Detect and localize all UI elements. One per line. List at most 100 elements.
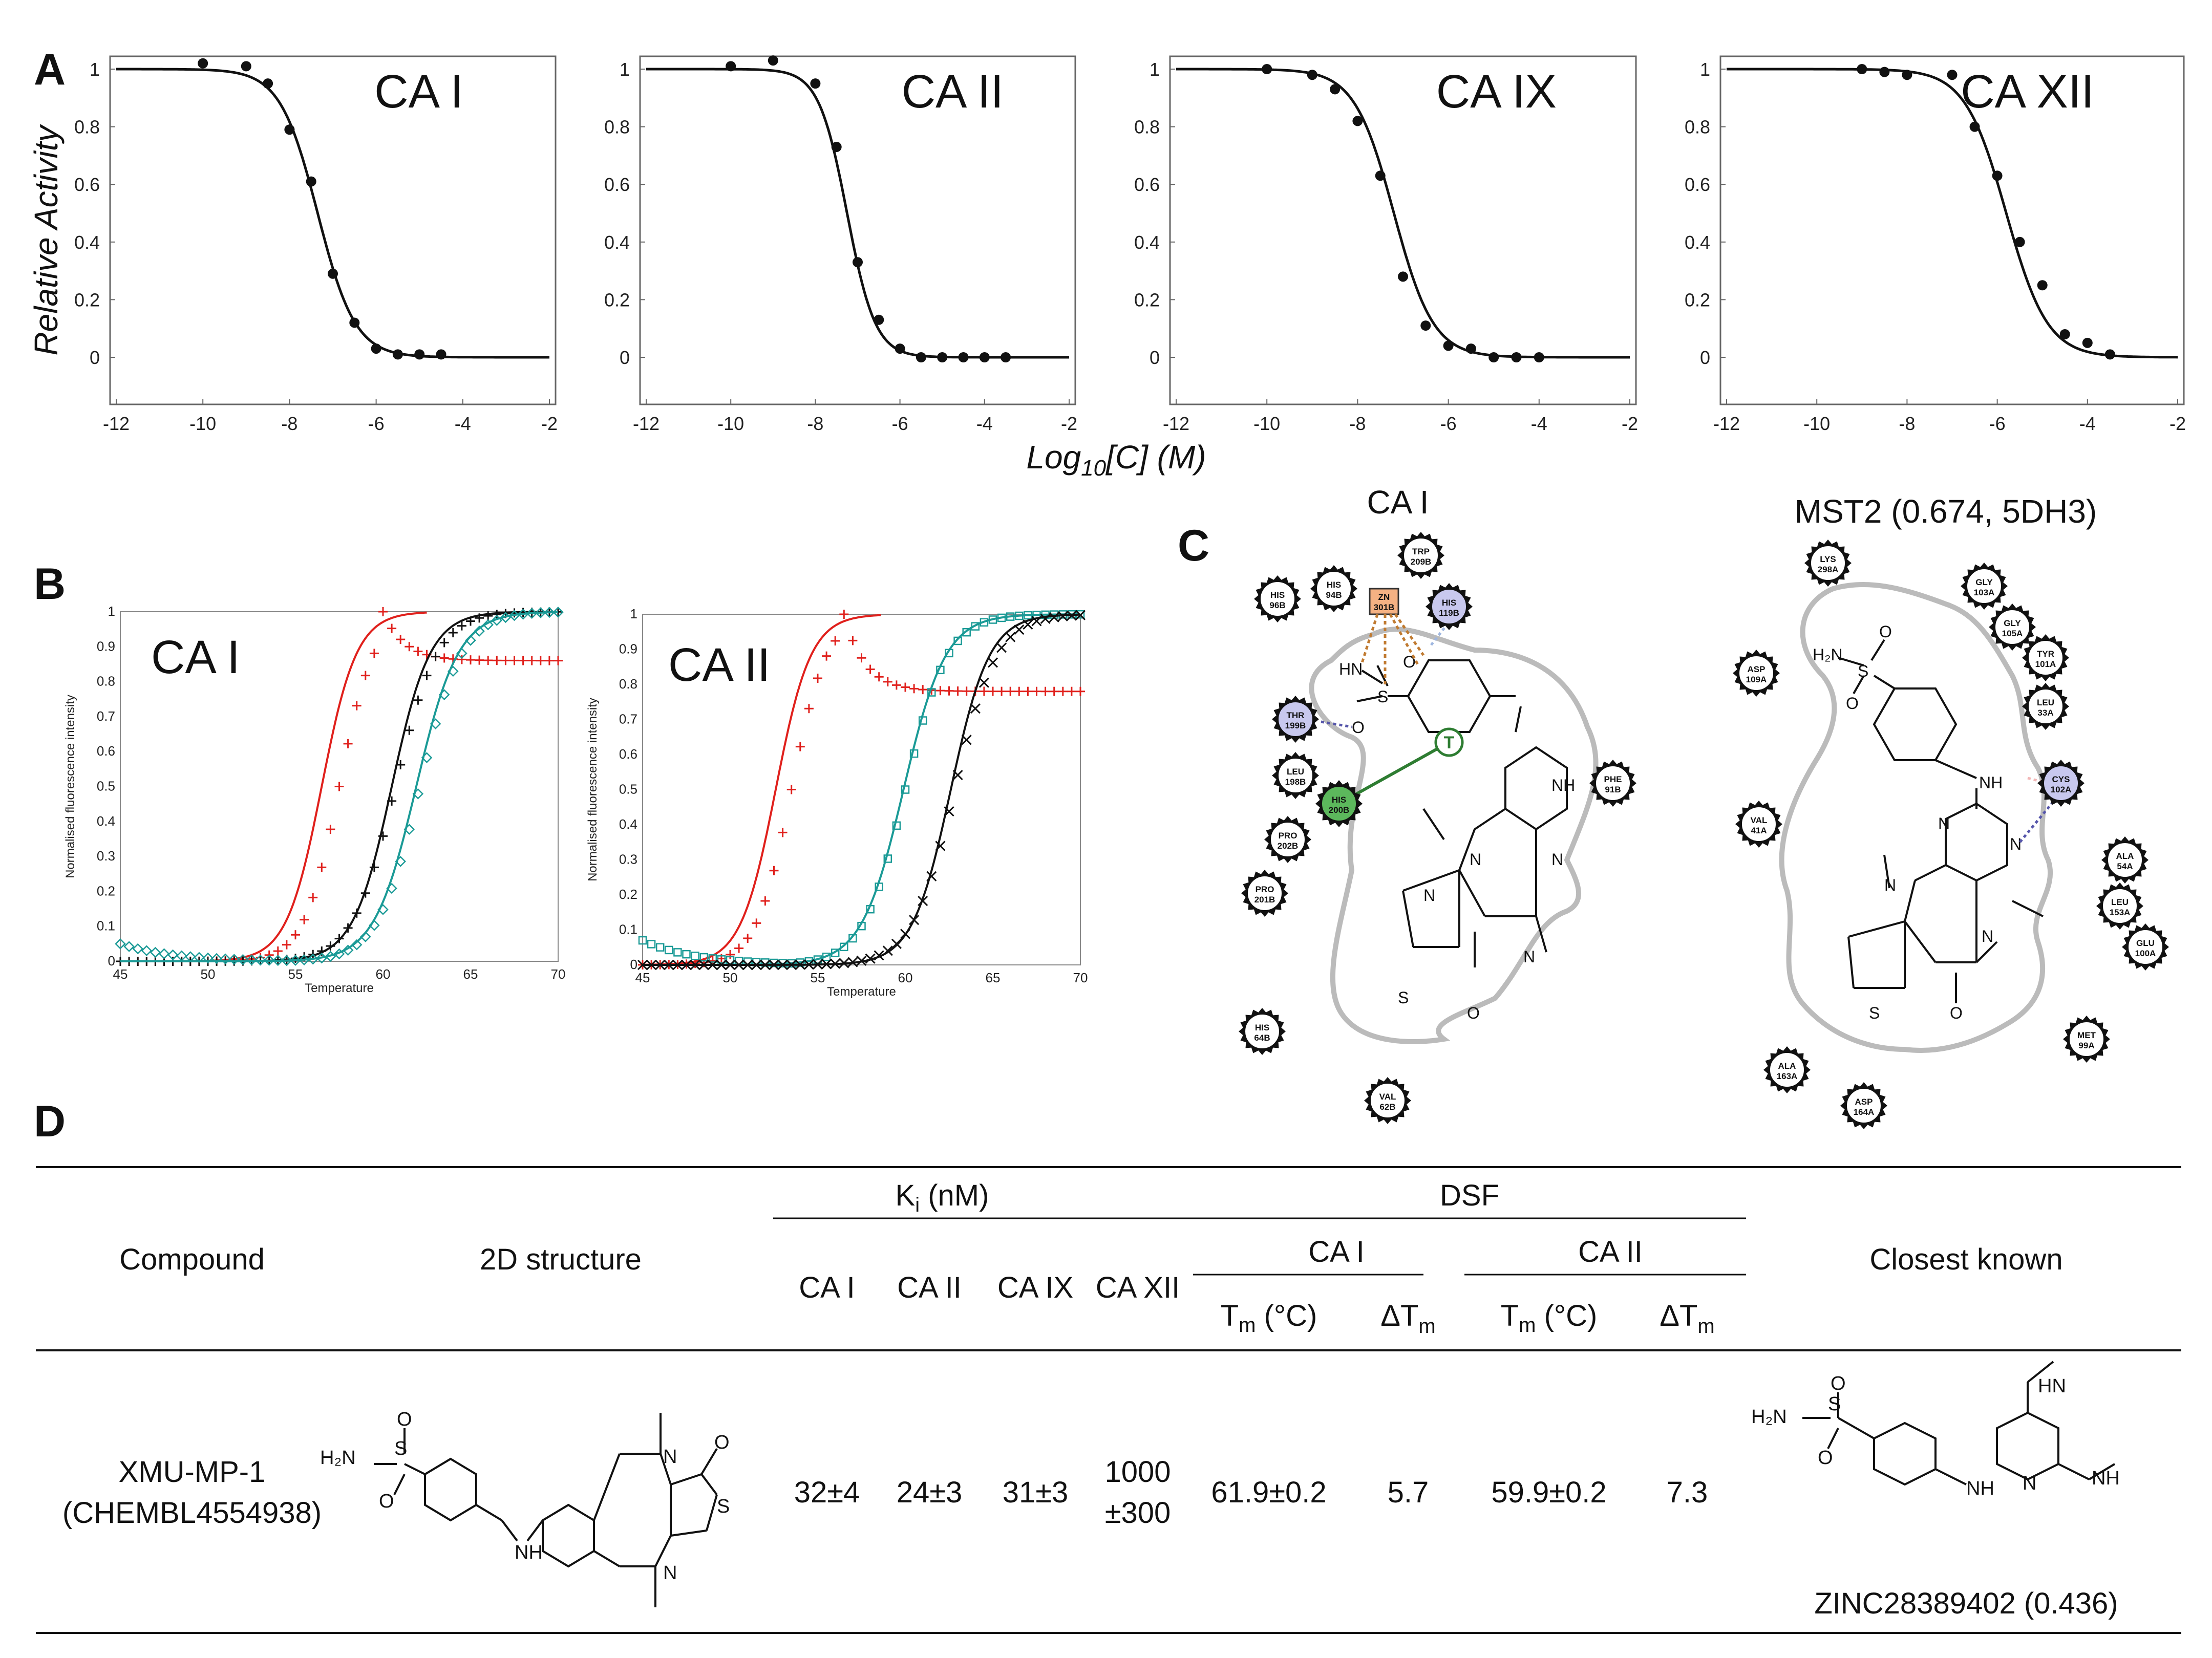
ki-ca9: 31±3 bbox=[1003, 1476, 1069, 1509]
zinc-nh-2: NH bbox=[2092, 1468, 2120, 1489]
marker-cross-b bbox=[821, 959, 832, 970]
marker-diamond bbox=[500, 612, 512, 623]
residue-name: LEU bbox=[2037, 698, 2054, 707]
data-point bbox=[1969, 121, 1980, 132]
x-tick-label: 55 bbox=[288, 966, 303, 982]
y-tick-label: 0 bbox=[90, 347, 100, 368]
chart-title: CA I bbox=[374, 66, 463, 118]
y-tick-label: 0.2 bbox=[1685, 289, 1710, 310]
marker-diamond bbox=[377, 904, 389, 915]
x-tick-label: 70 bbox=[551, 966, 566, 982]
x-tick-label: -4 bbox=[455, 413, 471, 434]
data-point bbox=[2059, 329, 2070, 339]
marker-square bbox=[1015, 611, 1024, 620]
marker-square bbox=[822, 953, 831, 961]
residue-name: ASP bbox=[1748, 664, 1766, 674]
t-marker-label: T bbox=[1444, 733, 1455, 752]
dose-response-chart-3: 0 0.2 0.4 0.6 0.8 1 -12 -10 -8 -6 -4 -2 CA IX bbox=[1134, 55, 1638, 434]
marker-cross-b bbox=[803, 959, 814, 970]
marker-square bbox=[918, 716, 927, 725]
struct-o1: O bbox=[397, 1409, 412, 1430]
marker-square bbox=[655, 943, 665, 952]
marker-diamond bbox=[448, 665, 459, 677]
fit-curve bbox=[1176, 68, 1630, 359]
marker-cross-b bbox=[777, 959, 788, 970]
marker-cross-b bbox=[1049, 612, 1059, 622]
residue-number: 164A bbox=[1854, 1107, 1875, 1117]
x-tick-label: -10 bbox=[1803, 413, 1830, 434]
t-marker bbox=[1434, 727, 1464, 757]
compound-name-link[interactable]: XMU-MP-1 bbox=[119, 1455, 266, 1489]
data-point bbox=[1307, 70, 1317, 80]
residue-number: 119B bbox=[1439, 608, 1459, 618]
panel-c-interactions: CA I MST2 (0.674, 5DH3) bbox=[1239, 484, 2169, 1129]
panel-b-dsf: 0 0.1 0.2 0.3 0.4 0.5 0.6 0.7 0.8 0.9 1 45 50 55 60 65 7… bbox=[63, 604, 1088, 999]
residue-disc bbox=[1247, 875, 1283, 911]
residue-name: HIS bbox=[1332, 795, 1346, 805]
ligand-left bbox=[1356, 659, 1568, 967]
y-tick-label: 0.6 bbox=[619, 746, 637, 762]
marker-diamond bbox=[141, 945, 153, 957]
data-point bbox=[1465, 343, 1476, 354]
y-tick-label: 0.2 bbox=[604, 289, 630, 310]
marker-cross-b bbox=[716, 959, 727, 971]
data-point bbox=[1534, 352, 1544, 362]
hdr-dsf: DSF bbox=[1440, 1179, 1499, 1212]
panel-a-xlabel: Log10[C] (M) bbox=[1026, 439, 1206, 481]
x-tick-label: -4 bbox=[1531, 413, 1547, 434]
data-point bbox=[1947, 70, 1958, 80]
residue-number: 100A bbox=[2135, 949, 2156, 958]
residue-disc bbox=[1321, 786, 1357, 822]
marker-cross-b bbox=[698, 959, 709, 971]
hdr-ca12: CA XII bbox=[1096, 1271, 1180, 1304]
x-tick-label: -12 bbox=[103, 413, 130, 434]
y-tick-label: 0.2 bbox=[619, 887, 637, 902]
marker-diamond bbox=[369, 920, 380, 931]
zn-label: ZN bbox=[1378, 592, 1390, 602]
struct-nh: NH bbox=[515, 1542, 543, 1563]
panel-a-dose-response: Relative Activity Log10[C] (M) 00.20.40.… bbox=[28, 55, 2186, 481]
y-tick-label: 1 bbox=[1150, 59, 1160, 80]
residue-name: HIS bbox=[1255, 1023, 1269, 1032]
marker-diamond bbox=[194, 952, 205, 963]
y-tick-label: 0.1 bbox=[97, 918, 115, 934]
marker-diamond bbox=[115, 938, 126, 950]
marker-cross-b bbox=[1075, 610, 1086, 620]
x-tick-label: 50 bbox=[723, 970, 738, 985]
marker-square bbox=[708, 954, 717, 963]
residue-number: 202B bbox=[1278, 841, 1299, 851]
residue-disc bbox=[1260, 581, 1295, 617]
dsf-chart-1: 0 0.1 0.2 0.3 0.4 0.5 0.6 0.7 0.8 0.9 1 45 50 55 60 65 7… bbox=[63, 604, 565, 995]
x-tick-label: -4 bbox=[976, 413, 993, 434]
marker-diamond bbox=[526, 608, 538, 619]
marker-square bbox=[857, 921, 866, 931]
data-point bbox=[306, 176, 316, 187]
hdr-ki-unit: (nM) bbox=[920, 1179, 989, 1212]
marker-diamond bbox=[246, 954, 258, 965]
fit-curve bbox=[116, 68, 549, 359]
x-tick-label: 65 bbox=[463, 966, 478, 982]
marker-square bbox=[665, 945, 673, 955]
marker-diamond bbox=[360, 931, 371, 942]
marker-cross-b bbox=[742, 959, 753, 971]
residue-name: HIS bbox=[1270, 590, 1285, 600]
marker-diamond bbox=[272, 955, 284, 966]
marker-cross-b bbox=[1066, 610, 1077, 621]
y-tick-label: 0.8 bbox=[1685, 117, 1710, 138]
residue-name: GLY bbox=[1975, 577, 1993, 587]
zinc-o1: O bbox=[1831, 1373, 1846, 1394]
x-tick-label: -8 bbox=[807, 413, 823, 434]
atom-s-left-thio: S bbox=[1398, 988, 1409, 1007]
marker-cross-b bbox=[865, 953, 876, 964]
marker-cross-b bbox=[900, 929, 911, 939]
panel-d-table: Compound 2D structure Ki (nM) DSF CA I C… bbox=[36, 1166, 2181, 1634]
marker-diamond bbox=[254, 954, 266, 966]
x-axis-label: Temperature bbox=[827, 985, 896, 999]
marker-cross-b bbox=[944, 806, 954, 817]
marker-square bbox=[770, 958, 778, 967]
structure-xmu-mp-1 bbox=[374, 1413, 718, 1607]
